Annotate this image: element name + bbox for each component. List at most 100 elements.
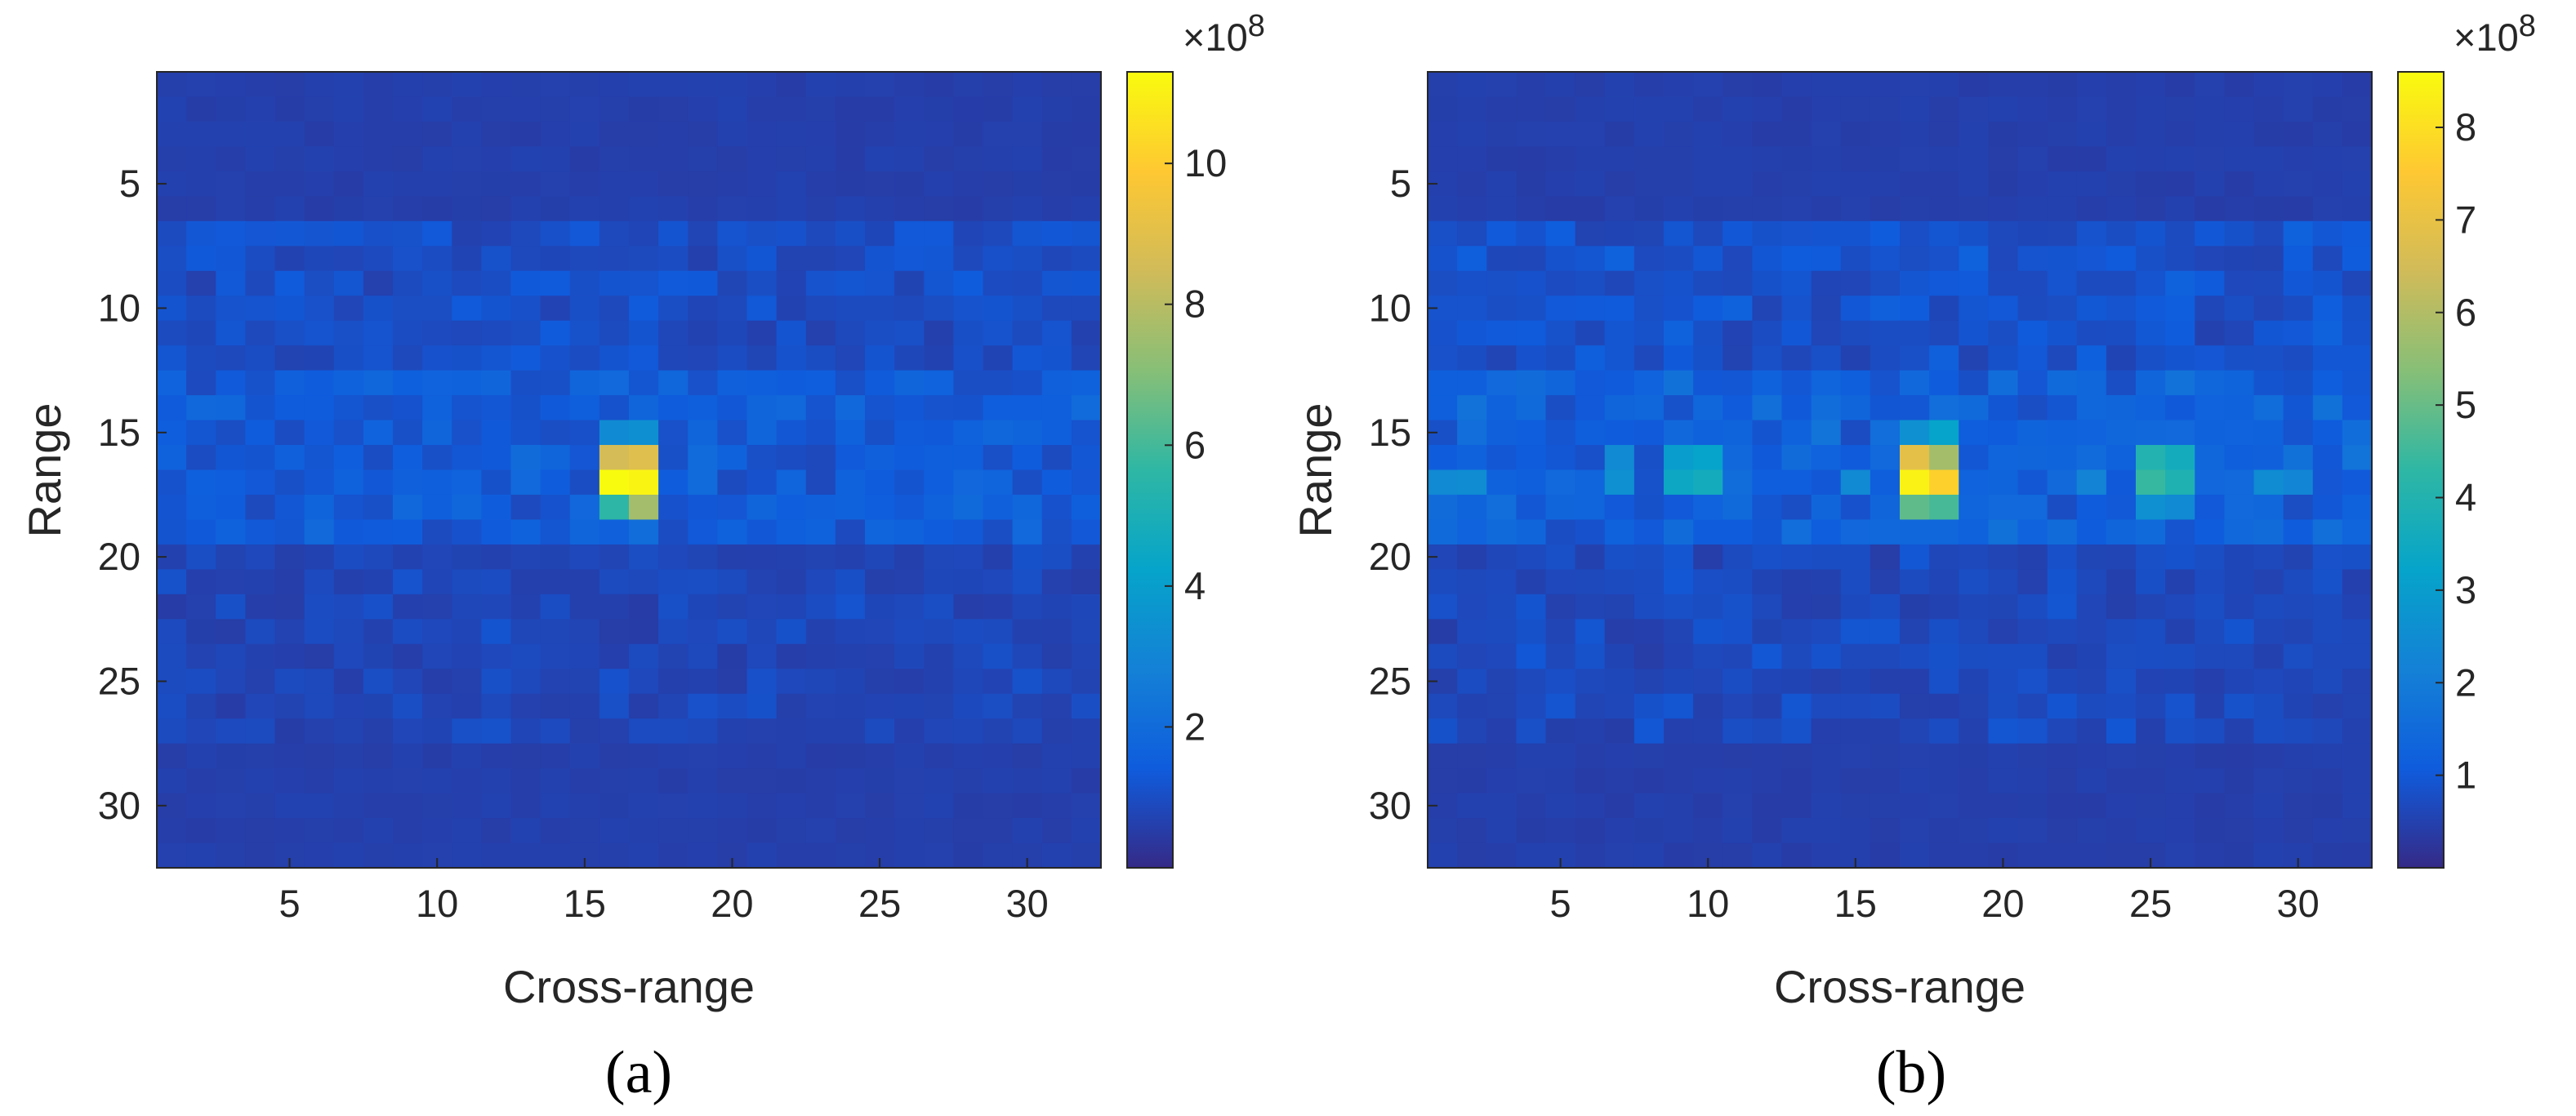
heatmap-cell: [2224, 768, 2255, 794]
heatmap-cell: [1486, 320, 1517, 346]
x-tick-label: 25: [2129, 882, 2172, 925]
heatmap-cell: [304, 296, 335, 322]
heatmap-cell: [1633, 743, 1665, 769]
heatmap-cell: [835, 296, 866, 322]
heatmap-cell: [1041, 643, 1072, 669]
heatmap-cell: [540, 420, 571, 446]
heatmap-cell: [1633, 793, 1665, 819]
heatmap-cell: [1988, 270, 2019, 296]
heatmap-cell: [835, 619, 866, 645]
heatmap-cell: [1811, 96, 1842, 122]
heatmap-cell: [2165, 220, 2195, 247]
heatmap-cell: [1428, 320, 1458, 346]
heatmap-cell: [2106, 72, 2137, 98]
heatmap-cell: [1929, 270, 1959, 296]
heatmap-cell: [629, 395, 659, 421]
heatmap-cell: [1575, 544, 1606, 570]
heatmap-cell: [1693, 793, 1723, 819]
heatmap-cell: [2283, 370, 2314, 396]
heatmap-cell: [924, 270, 954, 296]
heatmap-cell: [2165, 445, 2195, 471]
heatmap-cell: [2076, 121, 2107, 148]
heatmap-cell: [2253, 643, 2284, 669]
heatmap-cell: [393, 643, 423, 669]
heatmap-cell: [481, 220, 512, 247]
heatmap-cell: [629, 843, 659, 869]
heatmap-cell: [1959, 395, 1989, 421]
heatmap-cell: [1959, 445, 1989, 471]
heatmap-cell: [776, 669, 807, 695]
x-tick-label: 30: [2277, 882, 2320, 925]
heatmap-cell: [953, 320, 984, 346]
heatmap-cell: [216, 569, 246, 595]
heatmap-cell: [805, 494, 836, 521]
heatmap-cell: [1545, 445, 1576, 471]
heatmap-cell: [452, 469, 482, 496]
heatmap-cell: [2312, 544, 2343, 570]
heatmap-cell: [865, 743, 895, 769]
heatmap-cell: [333, 196, 364, 222]
heatmap-cell: [1781, 693, 1812, 719]
heatmap-cell: [1012, 96, 1043, 122]
heatmap-cell: [1870, 693, 1901, 719]
heatmap-cell: [1929, 669, 1959, 695]
heatmap-cell: [422, 594, 452, 620]
heatmap-cell: [2253, 395, 2284, 421]
heatmap-cell: [333, 296, 364, 322]
heatmap-cell: [717, 220, 748, 247]
heatmap-cell: [894, 345, 925, 371]
heatmap-cell: [1929, 121, 1959, 148]
heatmap-cell: [422, 569, 452, 595]
heatmap-cell: [747, 121, 778, 148]
heatmap-cell: [1486, 370, 1517, 396]
heatmap-cell: [776, 544, 807, 570]
heatmap-cell: [510, 693, 541, 719]
heatmap-cell: [422, 743, 452, 769]
heatmap-cell: [1840, 420, 1871, 446]
heatmap-cell: [186, 743, 216, 769]
heatmap-cell: [157, 619, 187, 645]
heatmap-cell: [2017, 96, 2048, 122]
heatmap-cell: [629, 569, 659, 595]
heatmap-cell: [1723, 718, 1753, 745]
heatmap-cell: [983, 121, 1014, 148]
heatmap-cell: [2017, 246, 2048, 272]
heatmap-cell: [2106, 270, 2137, 296]
heatmap-cell: [2195, 121, 2225, 148]
heatmap-cell: [2342, 594, 2373, 620]
heatmap-cell: [629, 146, 659, 172]
heatmap-cell: [422, 693, 452, 719]
heatmap-cell: [2342, 619, 2373, 645]
heatmap-cell: [2312, 296, 2343, 322]
heatmap-cell: [1752, 793, 1783, 819]
heatmap-cell: [2195, 146, 2225, 172]
heatmap-cell: [1752, 395, 1783, 421]
heatmap-cell: [1041, 445, 1072, 471]
heatmap-cell: [776, 72, 807, 98]
heatmap-cell: [1988, 196, 2019, 222]
heatmap-cell: [2253, 445, 2284, 471]
heatmap-cell: [2165, 72, 2195, 98]
heatmap-cell: [1723, 544, 1753, 570]
heatmap-cell: [1900, 544, 1930, 570]
heatmap-cell: [569, 445, 600, 471]
heatmap-cell: [304, 320, 335, 346]
heatmap-cell: [333, 320, 364, 346]
heatmap-cell: [1693, 594, 1723, 620]
heatmap-cell: [953, 171, 984, 197]
heatmap-cell: [2283, 395, 2314, 421]
heatmap-cell: [1811, 121, 1842, 148]
heatmap-cell: [1012, 594, 1043, 620]
heatmap-cell: [363, 72, 394, 98]
heatmap-cell: [245, 619, 276, 645]
heatmap-cell: [1959, 669, 1989, 695]
heatmap-cell: [540, 146, 571, 172]
heatmap-cell: [776, 445, 807, 471]
heatmap-cell: [569, 519, 600, 545]
heatmap-cell: [1071, 619, 1102, 645]
heatmap-cell: [452, 494, 482, 521]
x-tick-label: 15: [564, 882, 606, 925]
heatmap-cell: [1959, 246, 1989, 272]
heatmap-cell: [1900, 146, 1930, 172]
heatmap-cell: [2342, 171, 2373, 197]
